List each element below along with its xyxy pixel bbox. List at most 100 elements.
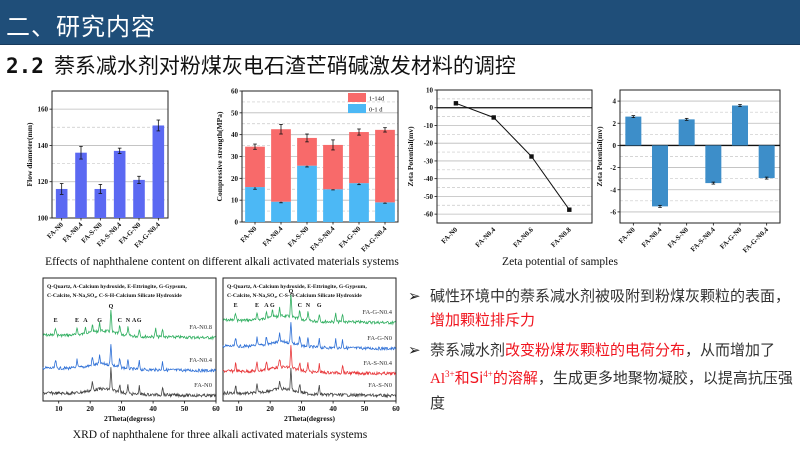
y-tick-label: 140	[38, 142, 49, 150]
y-axis-label: Compressive strength(MPa)	[215, 111, 224, 201]
bullet-text: ，生成更多地聚物凝胶，以提高抗压强度	[430, 369, 793, 412]
y-tick-label: -60	[424, 211, 434, 219]
series-line	[455, 102, 570, 210]
section-title: 二、研究内容	[6, 13, 156, 41]
subtitle-number: 2.2	[6, 54, 44, 78]
peak-label: G	[317, 303, 322, 309]
series-label: FA-S-N0	[368, 382, 392, 389]
bar	[133, 179, 145, 218]
peak-label: E	[255, 303, 259, 309]
bullet-text: ，从而增加了	[685, 341, 776, 359]
y-tick-label: 10	[231, 197, 239, 205]
bullet-item: ➢ 萘系减水剂改变粉煤灰颗粒的电荷分布，从而增加了 Al3+和Si4+的溶解，生成更…	[408, 338, 793, 415]
data-point	[491, 115, 496, 120]
x-tick-label: 60	[392, 404, 400, 413]
bar-segment-1-14d	[323, 144, 343, 190]
peak-label: G	[137, 318, 142, 324]
legend-text: C-Calcite, N-Na₂SO₄, C-S-H-Calcium Silic…	[47, 293, 182, 299]
peak-label: C	[298, 303, 302, 309]
x-tick-label: 10	[235, 404, 243, 413]
y-tick-label: 160	[38, 106, 49, 114]
legend-label: 1-14d	[369, 96, 385, 103]
bar-segment-0-1d	[375, 202, 395, 222]
y-tick-label: 100	[38, 215, 49, 223]
y-tick-label: 20	[231, 175, 239, 183]
y-tick-label: 2	[613, 120, 617, 128]
bar-segment-1-14d	[297, 137, 317, 166]
bar	[652, 145, 668, 207]
bar	[678, 119, 695, 146]
x-tick-label: FA-N0.4	[640, 225, 664, 249]
y-tick-label: -20	[424, 140, 434, 148]
xrd-trace	[42, 309, 217, 341]
bar	[625, 116, 642, 146]
x-axis-label: 2Theta(degress)	[104, 414, 156, 423]
highlight-text: 增加颗粒排斥力	[430, 311, 536, 329]
section-header-bar: 二、研究内容	[0, 0, 800, 45]
bar	[152, 125, 165, 218]
y-axis-label: Flow diameter(mm)	[25, 122, 34, 186]
x-tick-label: FA-G-N0.4	[741, 225, 770, 254]
y-axis-label: Zeta Potential(mv)	[595, 126, 604, 187]
slide-subtitle: 2.2 萘系减水剂对粉煤灰电石渣芒硝碱激发材料的调控	[6, 50, 516, 80]
arrow-bullet-icon: ➢	[408, 341, 421, 359]
data-point	[529, 154, 534, 159]
xrd-trace	[222, 294, 397, 326]
bar-segment-1-14d	[349, 132, 369, 184]
bar-segment-1-14d	[245, 146, 265, 188]
bar-segment-0-1d	[245, 187, 265, 222]
bar-segment-0-1d	[349, 183, 369, 222]
bar	[75, 152, 87, 218]
xrd-trace	[222, 367, 397, 399]
data-point	[567, 207, 572, 212]
x-tick-label: 10	[55, 404, 63, 413]
x-tick-label: FA-G-N0.4	[360, 224, 389, 253]
data-point	[453, 101, 459, 106]
x-tick-label: FA-S-N0	[666, 225, 690, 249]
bar-segment-1-14d	[271, 129, 291, 202]
series-label: FA-N0	[194, 382, 212, 389]
x-tick-label: 60	[212, 404, 220, 413]
peak-label: N	[306, 303, 311, 309]
x-axis-label: 2Theta(degress)	[284, 414, 336, 423]
series-label: FA-S-N0.4	[363, 360, 392, 367]
subtitle-text: 萘系减水剂对粉煤灰电石渣芒硝碱激发材料的调控	[53, 54, 516, 78]
x-tick-label: FA-N0.8	[549, 225, 573, 249]
bar	[732, 105, 748, 146]
x-tick-label: 40	[149, 404, 157, 413]
peak-label: G	[97, 318, 102, 324]
y-tick-label: 60	[231, 88, 239, 96]
bar	[705, 145, 722, 184]
plot-frame	[619, 89, 781, 224]
y-tick-label: -30	[424, 157, 434, 165]
x-tick-label: FA-N0	[440, 225, 460, 245]
y-tick-label: 120	[38, 178, 49, 186]
y-tick-label: -6	[610, 208, 616, 216]
peak-label: Q	[109, 304, 114, 310]
y-tick-label: 0	[430, 104, 434, 112]
x-tick-label: FA-S-N0.4	[309, 224, 337, 252]
peak-label: E	[54, 318, 58, 324]
y-tick-label: 40	[231, 131, 239, 139]
x-tick-label: FA-G-N0	[337, 224, 362, 249]
bar	[94, 188, 107, 218]
series-label: FA-G-N0.4	[362, 309, 392, 316]
peak-label: N	[126, 318, 131, 324]
y-tick-label: 0	[613, 142, 617, 150]
bullet-item: ➢ 碱性环境中的萘系减水剂被吸附到粉煤灰颗粒的表面， 增加颗粒排斥力	[408, 284, 793, 332]
x-tick-label: FA-N0	[239, 224, 259, 244]
xrd-trace	[222, 322, 397, 351]
x-tick-label: 30	[118, 404, 126, 413]
y-tick-label: -10	[424, 122, 434, 130]
y-tick-label: 50	[231, 109, 239, 117]
highlight-text: 4+	[483, 369, 493, 379]
bar	[55, 188, 68, 218]
peak-label: G	[270, 303, 275, 309]
legend-text: C-Calcite, N-Na₂SO₄, C-S-H-Calcium Silic…	[227, 293, 362, 299]
legend-label: 0-1 d	[369, 107, 383, 114]
peak-label: A	[132, 318, 137, 324]
peak-label: Q	[289, 289, 294, 295]
series-label: FA-N0.4	[189, 357, 213, 364]
legend-text: Q-Quartz, A-Calcium hydroxide, E-Ettring…	[47, 284, 187, 290]
